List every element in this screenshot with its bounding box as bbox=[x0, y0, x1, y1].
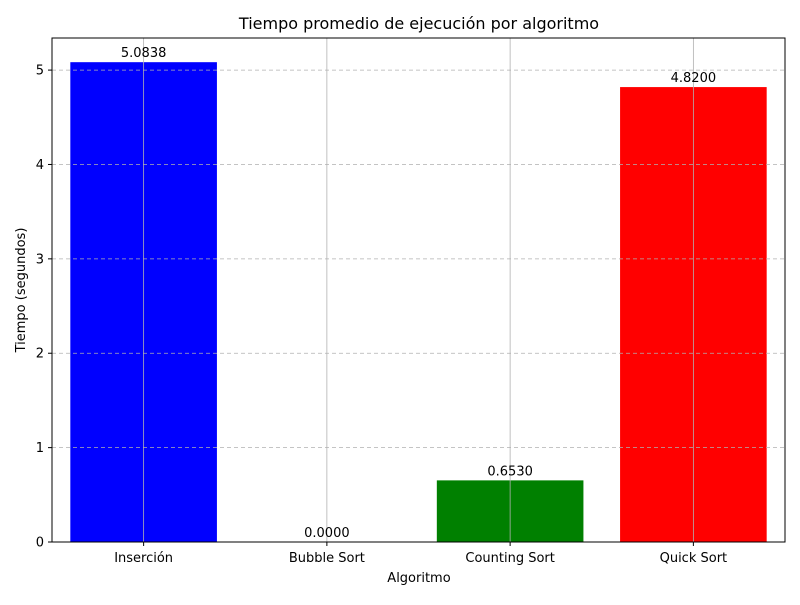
x-tick-label: Quick Sort bbox=[660, 551, 728, 566]
y-axis-label: Tiempo (segundos) bbox=[14, 228, 29, 354]
bar-value-label: 0.0000 bbox=[304, 526, 350, 541]
y-tick-label: 0 bbox=[36, 536, 44, 551]
bar-value-label: 5.0838 bbox=[121, 46, 167, 61]
bar-value-label: 0.6530 bbox=[487, 464, 533, 479]
y-tick-label: 3 bbox=[36, 252, 44, 267]
y-tick-label: 1 bbox=[36, 441, 44, 456]
x-axis-label: Algoritmo bbox=[387, 571, 450, 586]
y-tick-label: 2 bbox=[36, 347, 44, 362]
y-tick-label: 4 bbox=[36, 158, 44, 173]
plot-area: 0 1 2 3 4 5 Inserción Bubble Sort Counting Sort Q… bbox=[36, 37, 786, 566]
axes-frame bbox=[51, 37, 786, 543]
x-tick-label: Inserción bbox=[114, 551, 173, 566]
chart-title: Tiempo promedio de ejecución por algorit… bbox=[238, 14, 599, 33]
y-tick-label: 5 bbox=[36, 64, 44, 79]
bar-value-label: 4.8200 bbox=[671, 71, 717, 86]
x-tick-label: Bubble Sort bbox=[289, 551, 365, 566]
x-tick-label: Counting Sort bbox=[465, 551, 555, 566]
